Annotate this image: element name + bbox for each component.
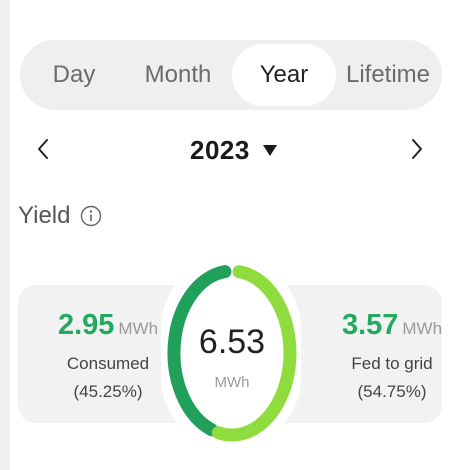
tab-year[interactable]: Year (232, 44, 336, 106)
consumed-value: 2.95 (57, 309, 115, 341)
consumed-arc (167, 265, 232, 437)
consumed-percent: (45.25%) (73, 382, 143, 401)
fed-to-grid-summary: 3.57 MWh Fed to grid (54.75%) (322, 305, 462, 405)
tab-lifetime[interactable]: Lifetime (345, 61, 431, 88)
tab-day[interactable]: Day (52, 61, 96, 88)
chevron-right-icon[interactable] (404, 134, 430, 164)
consumed-unit: MWh (118, 319, 159, 338)
consumed-summary: 2.95 MWh Consumed (45.25%) (38, 305, 178, 405)
caret-down-icon (262, 145, 277, 156)
chevron-left-icon[interactable] (30, 134, 56, 164)
fed-to-grid-label: Fed to grid (351, 354, 433, 373)
consumed-value-row: 2.95 MWh (38, 305, 178, 345)
fed-to-grid-unit: MWh (402, 319, 443, 338)
info-icon[interactable] (80, 205, 102, 227)
ring-background (161, 258, 301, 448)
yield-title: Yield (18, 202, 71, 229)
fed-to-grid-arc (211, 265, 297, 442)
year-dropdown[interactable]: 2023 (190, 130, 278, 170)
consumed-label: Consumed (66, 354, 150, 373)
period-selector: Day Month Year Lifetime (20, 40, 442, 110)
fed-to-grid-value-row: 3.57 MWh (322, 305, 462, 345)
card-edge (0, 0, 10, 470)
yield-heading: Yield (18, 198, 102, 234)
fed-to-grid-value: 3.57 (341, 309, 399, 341)
yield-ring-chart (167, 265, 297, 442)
total-yield-unit: MWh (214, 374, 250, 391)
total-yield-value: 6.53 (198, 323, 266, 361)
selected-year: 2023 (190, 134, 250, 165)
tab-month[interactable]: Month (144, 61, 212, 88)
fed-to-grid-percent: (54.75%) (357, 382, 427, 401)
